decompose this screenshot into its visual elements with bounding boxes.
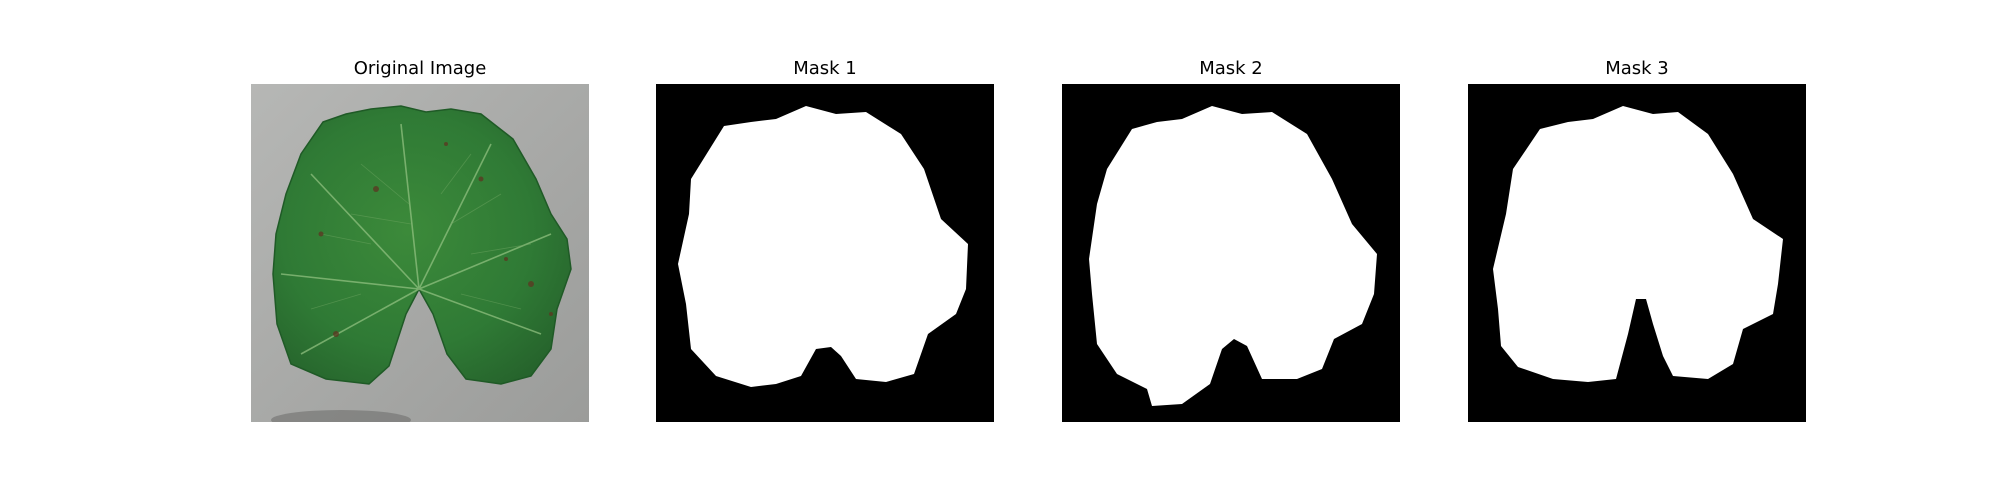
panel-title: Original Image: [353, 58, 487, 79]
panel-title: Mask 1: [793, 58, 857, 79]
original-leaf-image: [251, 84, 589, 422]
mask-3-image: [1468, 84, 1806, 422]
mask-2-image: [1062, 84, 1400, 422]
panel-title: Mask 2: [1199, 58, 1263, 79]
panel-title: Mask 3: [1605, 58, 1669, 79]
mask-1-image: [656, 84, 994, 422]
